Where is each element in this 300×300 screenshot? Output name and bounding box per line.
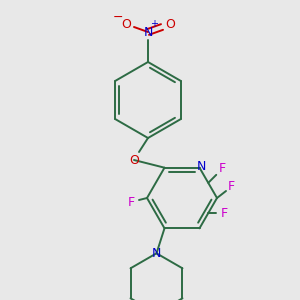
Text: N: N <box>143 26 153 38</box>
Text: F: F <box>227 179 235 193</box>
Text: N: N <box>152 247 161 260</box>
Text: F: F <box>128 196 135 208</box>
Text: O: O <box>121 17 131 31</box>
Text: −: − <box>113 11 123 23</box>
Text: O: O <box>165 17 175 31</box>
Text: F: F <box>221 207 228 220</box>
Text: F: F <box>219 162 226 175</box>
Text: +: + <box>150 19 158 29</box>
Text: N: N <box>197 160 206 173</box>
Text: O: O <box>129 154 139 166</box>
